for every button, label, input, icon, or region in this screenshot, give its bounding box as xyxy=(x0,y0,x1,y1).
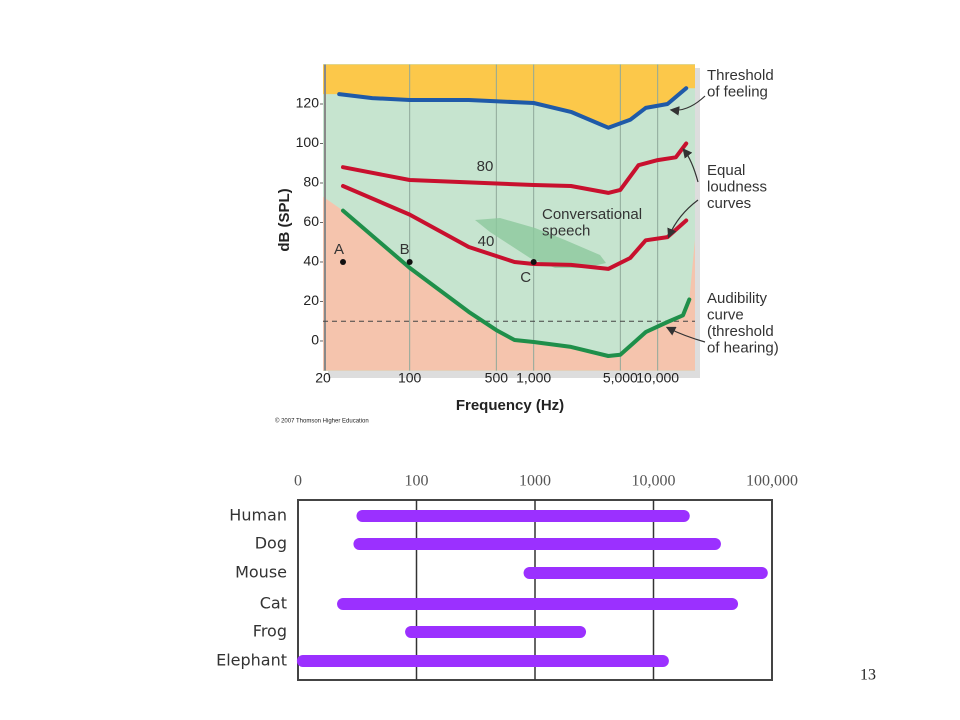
category-label: Mouse xyxy=(235,563,287,582)
arrow xyxy=(669,95,706,116)
category-label: Frog xyxy=(253,622,287,641)
y-tick-label: 0 xyxy=(311,332,319,348)
curve xyxy=(341,184,689,271)
x-tick-label: 10,000 xyxy=(636,369,679,385)
curve-label: 40 xyxy=(478,233,495,250)
x-tick-label: 100 xyxy=(398,369,422,385)
credit: © 2007 Thomson Higher Education xyxy=(275,418,369,425)
annotation: speech xyxy=(542,222,590,239)
hearing-range-chart: 0 100 1000 10,000 100,000 Human Dog Mouse Cat Fro… xyxy=(216,473,798,681)
y-axis-label: dB (SPL) xyxy=(276,188,293,251)
y-tick-label: 20 xyxy=(303,292,319,308)
curve xyxy=(337,86,689,130)
category-label: Elephant xyxy=(216,651,287,670)
x-tick-label: 20 xyxy=(315,369,331,385)
y-tick-label: 100 xyxy=(296,134,320,150)
annotation: Threshold xyxy=(707,67,774,84)
curve xyxy=(341,208,692,358)
curve-label: 80 xyxy=(477,158,494,175)
y-tick-label: 80 xyxy=(303,174,319,190)
annotation: Equal xyxy=(707,162,745,179)
category-label: Human xyxy=(229,506,287,525)
x-tick-label: 0 xyxy=(294,473,302,490)
x-tick-label: 1000 xyxy=(519,473,551,490)
x-axis-label: Frequency (Hz) xyxy=(456,397,564,414)
annotation: (threshold xyxy=(707,323,774,340)
x-tick-label: 10,000 xyxy=(632,473,676,490)
slide-number: 13 xyxy=(860,667,876,684)
annotation: curve xyxy=(707,306,744,323)
arrow xyxy=(665,326,706,343)
inaudible-region xyxy=(323,196,695,371)
y-tick-label: 60 xyxy=(303,213,319,229)
point-label: A xyxy=(334,241,344,258)
annotation: loudness xyxy=(707,178,767,195)
point-label: C xyxy=(520,269,531,286)
x-tick-label: 100,000 xyxy=(746,473,798,490)
point xyxy=(530,258,537,265)
point xyxy=(340,258,347,265)
annotation: Audibility xyxy=(707,290,768,307)
annotation: Conversational xyxy=(542,206,642,223)
feeling-region xyxy=(323,64,695,128)
x-tick-label: 5,000 xyxy=(603,369,638,385)
category-label: Cat xyxy=(260,594,287,613)
category-label: Dog xyxy=(255,534,287,553)
x-tick-label: 100 xyxy=(405,473,429,490)
point-label: B xyxy=(400,241,410,258)
x-tick-label: 1,000 xyxy=(516,369,551,385)
annotation: of hearing) xyxy=(707,339,779,356)
speech-region xyxy=(475,218,606,268)
arrow xyxy=(667,199,699,239)
arrow xyxy=(682,148,699,183)
point xyxy=(406,258,413,265)
annotation: curves xyxy=(707,195,751,212)
curve xyxy=(341,141,689,195)
x-tick-label: 500 xyxy=(485,369,509,385)
y-tick-label: 40 xyxy=(303,253,319,269)
y-tick-label: 120 xyxy=(296,95,320,111)
annotation: of feeling xyxy=(707,83,768,100)
